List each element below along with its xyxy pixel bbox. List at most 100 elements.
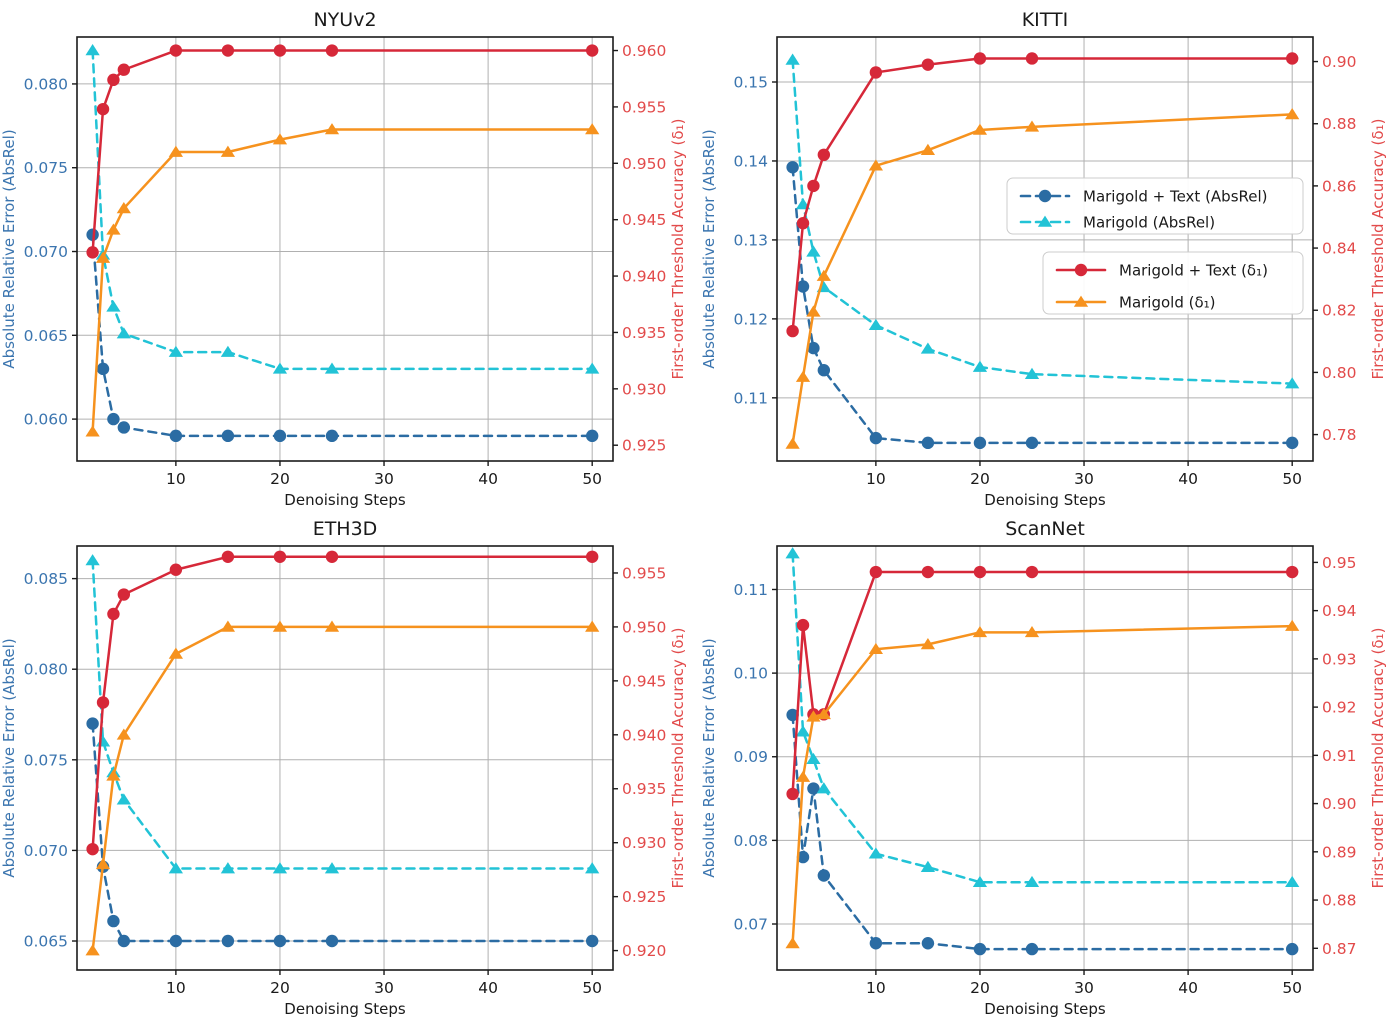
legend-box [1006,177,1304,235]
data-point-scannet-2 [921,565,935,579]
data-point-nyuv2-2 [96,102,110,116]
data-point-kitti-1 [1024,367,1040,379]
data-point-eth3d-0 [221,934,235,948]
legend-entry-label[interactable]: Marigold (AbsRel) [1083,214,1215,232]
data-point-nyuv2-3 [106,223,121,235]
series-group [785,52,1300,450]
y-tick-right-label: 0.86 [1322,177,1357,195]
y-tick-right-label: 0.95 [1322,554,1357,572]
data-point-nyuv2-1 [116,327,131,339]
data-point-kitti-2 [1285,52,1299,65]
data-point-nyuv2-1 [168,345,184,357]
data-point-scannet-3 [816,707,831,720]
data-point-eth3d-3 [168,647,184,659]
series-line-scannet-2 [791,570,1294,796]
series-line-nyuv2-1 [91,49,594,371]
data-point-nyuv2-3 [272,133,288,145]
data-point-nyuv2-1 [106,300,121,312]
legend-entry-label[interactable]: Marigold + Text (AbsRel) [1083,188,1268,206]
data-point-nyuv2-1 [220,345,236,357]
data-point-kitti-3 [972,123,988,135]
data-point-scannet-1 [785,547,800,559]
x-tick-label: 10 [866,470,886,488]
data-point-nyuv2-0 [325,429,339,443]
data-point-scannet-2 [786,787,799,801]
y-tick-right-label: 0.90 [1322,53,1357,71]
data-point-eth3d-2 [325,550,339,563]
chart-panel-eth3d: ETH3D 0.065 0.070 0.075 0.080 0.085 0.920 0.925… [0,509,700,1022]
x-tick-label: 20 [270,979,290,997]
y-tick-right-label: 0.89 [1322,843,1357,861]
y-tick-right-label: 0.80 [1322,364,1357,382]
x-axis-label: Denoising Steps [984,1000,1106,1018]
y-tick-right-label: 0.925 [622,437,666,455]
axes-frame [776,36,1314,462]
y-tick-right-label: 0.94 [1322,602,1357,620]
data-point-eth3d-3 [116,728,131,740]
gridlines [777,546,1313,970]
series-line-nyuv2-3 [91,128,594,433]
y-tick-right-label: 0.955 [622,98,666,116]
data-point-kitti-1 [868,318,884,330]
data-point-kitti-3 [785,437,800,449]
chart-panel-scannet: ScanNet 0.07 0.08 0.09 0.10 0.11 0.87 0.88 0.89 0… [700,509,1400,1022]
data-point-nyuv2-3 [95,251,111,263]
series-line-scannet-1 [791,552,1294,884]
data-point-eth3d-2 [585,550,599,563]
chart-panel-nyuv2: NYUv2 0.060 0.065 0.070 0.075 0.080 0.925 0.930… [0,0,700,513]
data-point-kitti-2 [807,179,820,193]
x-axis: 10 20 30 40 50 [166,461,602,488]
data-point-eth3d-2 [273,550,287,563]
data-point-kitti-3 [795,370,811,382]
data-point-eth3d-0 [169,934,183,948]
x-axis: 10 20 30 40 50 [866,461,1302,488]
data-point-eth3d-3 [585,620,600,632]
data-point-scannet-1 [816,782,831,794]
x-tick-label: 50 [1282,979,1302,997]
data-point-nyuv2-0 [86,228,99,241]
data-point-scannet-2 [1285,565,1299,579]
data-point-kitti-1 [972,360,988,372]
data-point-eth3d-3 [324,620,340,632]
x-tick-label: 30 [1074,979,1094,997]
data-point-scannet-1 [1285,875,1300,887]
data-point-nyuv2-3 [324,123,340,135]
data-point-nyuv2-3 [220,145,236,157]
y-tick-right-label: 0.935 [622,780,666,798]
y-tick-left-label: 0.080 [24,75,68,93]
y-axis-left: 0.065 0.070 0.075 0.080 0.085 [24,570,77,951]
legend-entry-label[interactable]: Marigold (δ₁) [1119,294,1216,312]
y-axis-left-label: Absolute Relative Error (AbsRel) [700,638,718,877]
gridlines [77,546,613,970]
axes-frame [776,545,1314,971]
y-tick-right-label: 0.955 [622,564,666,582]
y-axis-right-label: First-order Threshold Accuracy (δ₁) [669,119,687,380]
y-tick-left-label: 0.070 [24,842,68,860]
x-tick-label: 40 [1178,979,1198,997]
y-tick-right-label: 0.960 [622,42,666,60]
data-point-eth3d-0 [325,934,339,948]
data-point-eth3d-1 [220,862,236,874]
data-point-scannet-3 [1285,619,1300,631]
data-point-scannet-1 [795,725,811,737]
data-point-nyuv2-1 [324,362,340,374]
y-tick-right-label: 0.925 [622,888,666,906]
data-point-eth3d-0 [86,717,99,730]
y-tick-right-label: 0.88 [1322,892,1357,910]
y-axis-left-label: Absolute Relative Error (AbsRel) [0,129,18,368]
chart-title-nyuv2: NYUv2 [313,9,376,31]
data-point-nyuv2-3 [585,123,600,135]
data-point-nyuv2-0 [117,421,131,434]
data-point-kitti-0 [869,431,883,445]
y-tick-left-label: 0.14 [733,152,768,170]
legend-absrel-kitti: Marigold + Text (AbsRel) Marigold (AbsRel… [1006,177,1304,235]
legend-entry-label[interactable]: Marigold + Text (δ₁) [1119,262,1268,280]
y-axis-left: 0.11 0.12 0.13 0.14 0.15 [733,74,777,407]
x-tick-label: 30 [1074,470,1094,488]
x-tick-label: 40 [478,470,498,488]
data-point-nyuv2-2 [325,44,339,57]
gridlines [777,37,1313,461]
y-tick-right-label: 0.940 [622,726,666,744]
y-tick-right-label: 0.930 [622,834,666,852]
x-tick-label: 10 [866,979,886,997]
